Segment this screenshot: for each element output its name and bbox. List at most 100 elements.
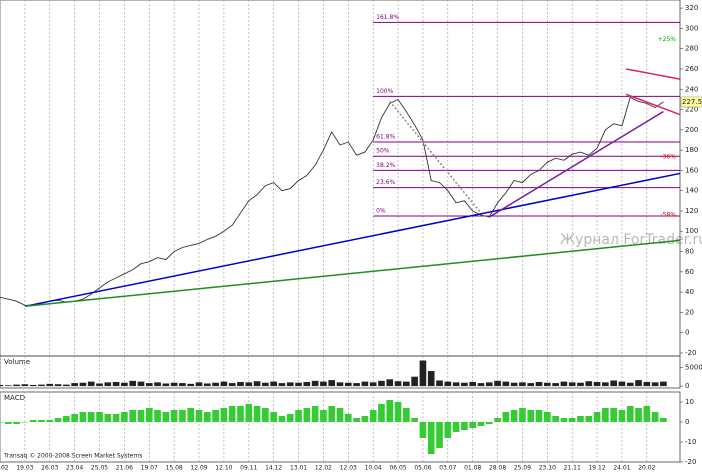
trend-line <box>488 110 664 218</box>
bar <box>121 382 128 387</box>
bar <box>585 381 593 387</box>
y-tick-label: 0 <box>685 382 689 390</box>
bar <box>87 412 95 422</box>
bar <box>13 384 20 387</box>
x-tick-label: 06.05 <box>389 465 406 472</box>
bar <box>602 382 609 387</box>
bar <box>204 412 211 422</box>
fib-label: 23.6% <box>376 179 395 186</box>
bar <box>593 412 601 422</box>
bar <box>87 381 95 387</box>
bar <box>485 422 493 424</box>
bar <box>245 382 253 387</box>
watermark: Журнал ForTrader.ru <box>560 232 702 248</box>
bar <box>295 382 302 387</box>
bar <box>386 400 394 422</box>
bar <box>544 412 551 422</box>
bar <box>328 380 336 387</box>
bar <box>270 412 277 422</box>
bar <box>353 383 360 387</box>
x-tick-label: 19.12 <box>588 465 605 472</box>
bar <box>145 383 153 387</box>
bar <box>535 410 543 422</box>
x-tick-label: 01.08 <box>464 465 481 472</box>
bar <box>286 414 294 422</box>
bar <box>378 404 385 422</box>
bar <box>129 380 136 387</box>
bar <box>369 382 377 387</box>
x-tick-label: 28.08 <box>489 465 506 472</box>
y-tick-label: 10 <box>685 398 694 406</box>
bar <box>527 410 535 422</box>
bar <box>237 381 244 387</box>
bar <box>63 416 70 422</box>
bar <box>71 383 78 387</box>
panel-title: Volume <box>4 358 30 366</box>
bar <box>320 381 327 387</box>
bar <box>179 410 186 422</box>
y-tick-label: 50000 <box>685 363 702 371</box>
bar <box>436 422 443 448</box>
bar <box>253 406 261 422</box>
bar <box>643 381 651 387</box>
bar <box>154 410 161 422</box>
x-tick-label: 21.06 <box>116 465 133 472</box>
bar <box>112 414 120 422</box>
bar <box>651 412 659 422</box>
bar <box>461 382 468 387</box>
x-tick-label: 19.03 <box>16 465 33 472</box>
bar <box>444 381 452 387</box>
bar <box>162 383 170 387</box>
bar <box>295 410 302 422</box>
x-tick-label: 24.01 <box>613 465 630 472</box>
bar <box>568 382 576 387</box>
bar <box>112 381 120 387</box>
marker-label: -58% <box>660 212 676 219</box>
bar <box>602 408 609 422</box>
fib-label: 50% <box>376 148 390 155</box>
bar <box>527 383 535 387</box>
bar <box>427 371 435 387</box>
bar <box>427 422 435 454</box>
bar <box>262 408 269 422</box>
bar <box>344 382 352 387</box>
y-tick-label: 200 <box>685 126 698 134</box>
x-tick-label: 12.10 <box>215 465 232 472</box>
trend-line <box>389 100 482 214</box>
footer: Transaq © 2000-2008 Screen Market System… <box>3 453 142 460</box>
bar <box>286 382 294 387</box>
y-tick-label: 0 <box>685 418 689 426</box>
y-tick-label: 20 <box>685 308 694 316</box>
bar <box>0 422 4 423</box>
bar <box>245 404 253 422</box>
y-tick-label: 160 <box>685 166 698 174</box>
bar <box>336 408 344 422</box>
bar <box>204 383 211 387</box>
x-tick-label: 20.02 <box>638 465 655 472</box>
bar <box>71 414 78 422</box>
bar <box>510 410 518 422</box>
bar <box>552 383 559 387</box>
y-tick-label: 120 <box>685 207 698 215</box>
bar <box>137 381 145 387</box>
bar <box>220 408 228 422</box>
bar <box>403 381 410 387</box>
bar <box>278 416 286 422</box>
bar <box>552 416 559 422</box>
bar <box>626 382 634 387</box>
bar <box>38 384 45 387</box>
y-tick-label: 100 <box>685 227 698 235</box>
bar <box>568 418 576 422</box>
trend-line <box>625 68 681 80</box>
bar <box>311 380 319 387</box>
x-tick-label: 15.08 <box>166 465 183 472</box>
bar <box>593 381 601 387</box>
trend-line <box>24 172 681 308</box>
bar <box>452 382 460 387</box>
bar <box>577 416 584 422</box>
bar <box>494 418 501 422</box>
bar <box>618 381 626 387</box>
bar <box>336 382 344 387</box>
x-tick-label: 05.06 <box>414 465 431 472</box>
x-tick-label: 23.04 <box>66 465 83 472</box>
